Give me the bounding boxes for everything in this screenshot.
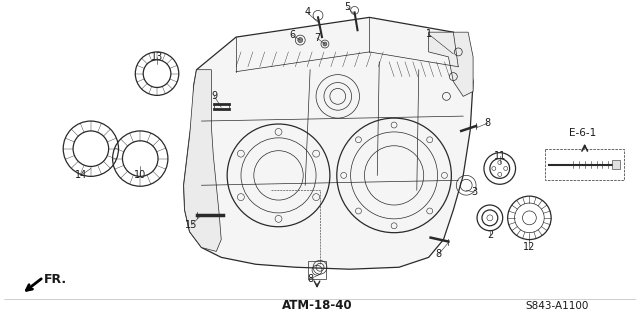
Text: 6: 6 <box>289 30 296 40</box>
Text: 4: 4 <box>304 7 310 18</box>
Text: 2: 2 <box>487 230 493 240</box>
Text: 1: 1 <box>426 29 432 39</box>
Text: 8: 8 <box>485 118 491 128</box>
Circle shape <box>298 38 303 42</box>
Text: 5: 5 <box>344 3 351 12</box>
Text: FR.: FR. <box>44 273 67 286</box>
Polygon shape <box>184 17 473 269</box>
Text: 12: 12 <box>524 242 536 252</box>
Text: 15: 15 <box>186 220 198 230</box>
Text: 3: 3 <box>471 187 477 197</box>
Bar <box>308 261 326 279</box>
Text: 11: 11 <box>493 151 506 161</box>
Bar <box>545 149 624 180</box>
Text: 13: 13 <box>151 52 163 62</box>
Text: 10: 10 <box>134 170 147 180</box>
Text: ATM-18-40: ATM-18-40 <box>282 299 353 312</box>
Polygon shape <box>184 70 221 251</box>
Text: 7: 7 <box>314 33 320 43</box>
Text: S843-A1100: S843-A1100 <box>525 301 589 311</box>
Bar <box>612 160 620 169</box>
Text: 8: 8 <box>307 274 313 284</box>
Text: E-6-1: E-6-1 <box>569 128 596 138</box>
Circle shape <box>323 42 327 46</box>
Text: 14: 14 <box>75 170 87 180</box>
Text: 9: 9 <box>211 91 218 101</box>
Polygon shape <box>429 32 473 96</box>
Text: 8: 8 <box>435 249 442 259</box>
